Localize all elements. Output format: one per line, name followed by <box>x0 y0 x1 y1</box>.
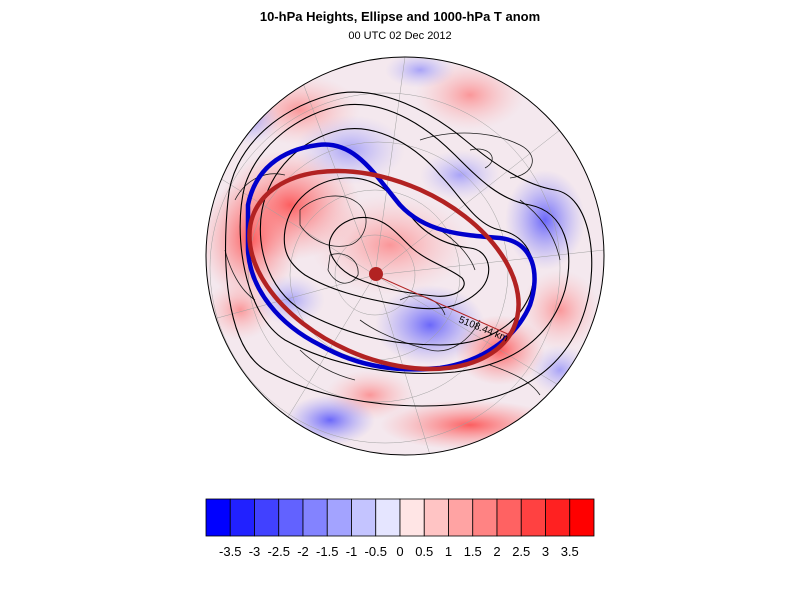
colorbar-tick-label: -1 <box>346 544 358 559</box>
colorbar-tick-label: 0.5 <box>415 544 433 559</box>
colorbar-tick-label: 2 <box>493 544 500 559</box>
colorbar-box <box>545 498 571 537</box>
colorbar-box <box>472 498 498 537</box>
colorbar-box <box>229 498 255 537</box>
colorbar-tick-label: 1.5 <box>464 544 482 559</box>
colorbar-box <box>423 498 449 537</box>
colorbar-tick-label: -1.5 <box>316 544 338 559</box>
colorbar-tick-labels: -3.5 -3 -2.5 -2 -1.5 -1 -0.5 0 0.5 1 1.5 2 2.5 3 3.5 <box>219 544 579 559</box>
colorbar-box <box>520 498 546 537</box>
colorbar-box <box>326 498 352 537</box>
colorbar-box <box>375 498 401 537</box>
colorbar-tick-label: -3 <box>249 544 261 559</box>
colorbar-box <box>205 498 231 537</box>
colorbar-box <box>569 498 595 537</box>
temperature-anomaly-field: 5108.44 km <box>206 57 604 455</box>
map-subtitle: 00 UTC 02 Dec 2012 <box>348 30 452 42</box>
colorbar-box <box>448 498 474 537</box>
colorbar-tick-label: -0.5 <box>365 544 387 559</box>
colorbar-tick-label: -2 <box>297 544 309 559</box>
vortex-centroid <box>369 267 383 281</box>
vortex-ellipse <box>247 168 521 372</box>
colorbar-box <box>399 498 425 537</box>
colorbar-tick-label: -3.5 <box>219 544 241 559</box>
colorbar-tick-label: 1 <box>445 544 452 559</box>
map-border <box>205 56 605 456</box>
ellipse-axis <box>374 274 511 336</box>
colorbar-tick-label: 0 <box>396 544 403 559</box>
colorbar-tick-label: 2.5 <box>512 544 530 559</box>
colorbar-box <box>496 498 522 537</box>
colorbar-tick-label: 3 <box>542 544 549 559</box>
colorbar-tick-label: 3.5 <box>561 544 579 559</box>
colorbar-box <box>351 498 377 537</box>
colorbar-box <box>254 498 280 537</box>
graticule <box>209 57 604 455</box>
colorbar-box <box>302 498 328 537</box>
colorbar-box <box>278 498 304 537</box>
colorbar-tick-label: -2.5 <box>268 544 290 559</box>
colorbar-boxes <box>205 498 595 537</box>
vortex-edge <box>245 142 537 372</box>
map-title: 10-hPa Heights, Ellipse and 1000-hPa T a… <box>259 9 541 24</box>
